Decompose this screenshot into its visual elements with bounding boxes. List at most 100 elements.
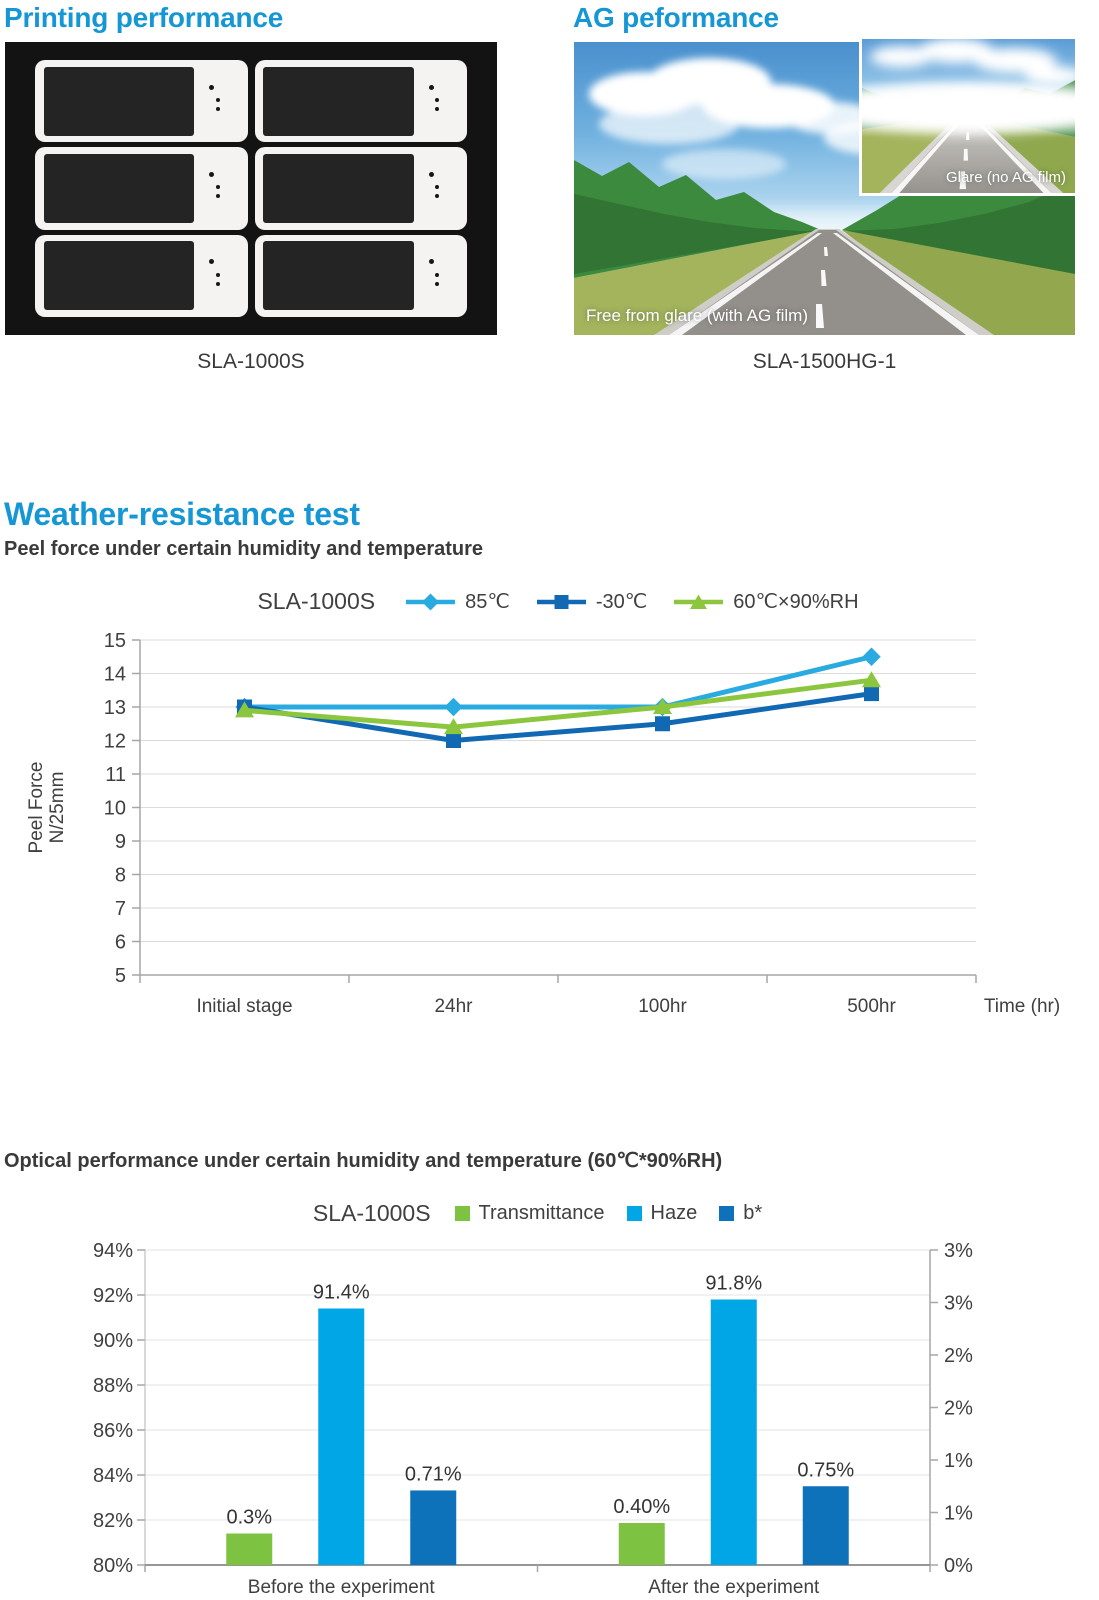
svg-text:3%: 3% xyxy=(944,1240,973,1262)
bar-Haze xyxy=(710,1299,757,1565)
camera-dot xyxy=(428,84,434,90)
bar-chart-legend: Transmittance Haze b* xyxy=(454,1202,762,1225)
bar-b* xyxy=(410,1490,457,1565)
diamond-marker-icon xyxy=(406,593,456,610)
legend-item: 85℃ xyxy=(405,589,510,614)
svg-text:82%: 82% xyxy=(93,1510,133,1532)
optical-heading: Optical performance under certain humidi… xyxy=(4,1150,723,1172)
phone-glass-panel xyxy=(35,60,248,143)
line-chart-title: SLA-1000S xyxy=(257,588,376,614)
svg-text:11: 11 xyxy=(105,764,126,786)
legend-label: 85℃ xyxy=(465,591,510,613)
legend-item: b* xyxy=(719,1202,762,1225)
sensor-dot xyxy=(435,272,440,277)
phone-glass-panel xyxy=(35,147,248,230)
svg-text:0.75%: 0.75% xyxy=(797,1459,854,1481)
phone-screen xyxy=(263,66,414,136)
svg-text:24hr: 24hr xyxy=(434,996,473,1017)
bar-chart-title: SLA-1000S xyxy=(312,1200,431,1226)
svg-text:10: 10 xyxy=(104,798,126,820)
svg-text:12: 12 xyxy=(104,731,126,753)
svg-text:7: 7 xyxy=(115,898,126,920)
svg-text:91.8%: 91.8% xyxy=(705,1273,762,1295)
ag-caption: SLA-1500HG-1 xyxy=(752,350,897,373)
svg-text:5: 5 xyxy=(115,965,126,987)
weather-heading: Weather-resistance test xyxy=(4,496,360,532)
svg-text:0.40%: 0.40% xyxy=(613,1496,670,1518)
svg-text:3%: 3% xyxy=(944,1293,973,1315)
bar-Transmittance xyxy=(226,1533,273,1565)
ag-main-photo-label: Free from glare (with AG film) xyxy=(586,306,808,325)
svg-text:Time (hr): Time (hr) xyxy=(984,996,1060,1017)
sensor-dot xyxy=(215,97,220,102)
svg-text:88%: 88% xyxy=(93,1375,133,1397)
legend-swatch-icon xyxy=(626,1206,642,1221)
legend-label: Haze xyxy=(650,1202,698,1224)
svg-text:2%: 2% xyxy=(944,1398,973,1420)
sensor-dot xyxy=(435,97,440,102)
svg-text:500hr: 500hr xyxy=(847,996,896,1017)
legend-label: 60℃×90%RH xyxy=(733,591,859,613)
svg-text:14: 14 xyxy=(104,664,126,686)
legend-item: 60℃×90%RH xyxy=(673,589,859,614)
road-center-line xyxy=(816,247,828,328)
series-line-60℃×90%RH xyxy=(242,677,874,730)
series-line--30℃ xyxy=(242,691,874,743)
svg-text:1%: 1% xyxy=(944,1503,973,1525)
svg-text:92%: 92% xyxy=(93,1285,133,1307)
legend-label: Transmittance xyxy=(478,1202,605,1224)
svg-text:94%: 94% xyxy=(93,1240,133,1262)
svg-text:0.3%: 0.3% xyxy=(226,1507,272,1529)
svg-text:100hr: 100hr xyxy=(638,996,687,1017)
ag-performance-photo: Free from glare (with AG film) xyxy=(574,39,1075,335)
bar-b* xyxy=(802,1486,849,1565)
svg-text:86%: 86% xyxy=(93,1420,133,1442)
svg-text:0.71%: 0.71% xyxy=(405,1463,462,1485)
grass-left xyxy=(574,230,821,335)
road-scene-glare xyxy=(862,39,1075,193)
svg-text:2%: 2% xyxy=(944,1345,973,1367)
svg-text:15: 15 xyxy=(104,630,126,652)
ag-inset-photo: Glare (no AG film) xyxy=(859,39,1075,196)
sensor-dot xyxy=(435,106,440,111)
sensor-dot xyxy=(215,194,220,199)
legend-item: -30℃ xyxy=(536,589,647,614)
svg-text:91.4%: 91.4% xyxy=(313,1282,370,1304)
legend-label: -30℃ xyxy=(595,591,648,613)
phone-screen xyxy=(43,153,195,224)
triangle-marker-icon xyxy=(674,594,724,609)
sensor-dot xyxy=(215,281,220,286)
svg-text:9: 9 xyxy=(115,831,126,853)
line-chart-legend: 85℃ -30℃ 60℃×90%RH xyxy=(405,589,859,614)
svg-text:1%: 1% xyxy=(944,1450,973,1472)
svg-text:Before the experiment: Before the experiment xyxy=(248,1577,436,1598)
sensor-dot xyxy=(215,106,220,111)
bar-Haze xyxy=(318,1308,365,1565)
weather-subheading: Peel force under certain humidity and te… xyxy=(4,538,484,560)
camera-dot xyxy=(209,259,215,265)
svg-text:84%: 84% xyxy=(93,1465,133,1487)
sensor-dot xyxy=(215,272,220,277)
svg-text:90%: 90% xyxy=(93,1330,133,1352)
svg-text:13: 13 xyxy=(104,697,126,719)
printing-heading: Printing performance xyxy=(4,2,284,33)
square-marker-icon xyxy=(536,594,586,609)
phone-glass-panel xyxy=(35,234,248,317)
grass-right xyxy=(842,230,1075,335)
camera-dot xyxy=(209,172,215,178)
legend-item: Transmittance xyxy=(454,1202,605,1225)
ag-heading: AG peformance xyxy=(573,2,779,33)
camera-dot xyxy=(209,84,215,90)
legend-swatch-icon xyxy=(454,1206,470,1221)
phone-glass-panel xyxy=(254,60,467,143)
phone-glass-panel xyxy=(254,147,467,230)
printing-caption: SLA-1000S xyxy=(197,350,305,373)
svg-text:After the experiment: After the experiment xyxy=(648,1577,820,1598)
svg-text:Initial stage: Initial stage xyxy=(196,996,292,1017)
legend-label: b* xyxy=(743,1202,763,1224)
phone-screen xyxy=(43,66,195,136)
camera-dot xyxy=(428,172,434,178)
peel-force-chart: 5 6 7 8 9 10 11 12 13 14 15 Initial stage 24hr 100hr 5… xyxy=(26,630,1060,1017)
sensor-dot xyxy=(435,281,440,286)
camera-dot xyxy=(428,259,434,265)
